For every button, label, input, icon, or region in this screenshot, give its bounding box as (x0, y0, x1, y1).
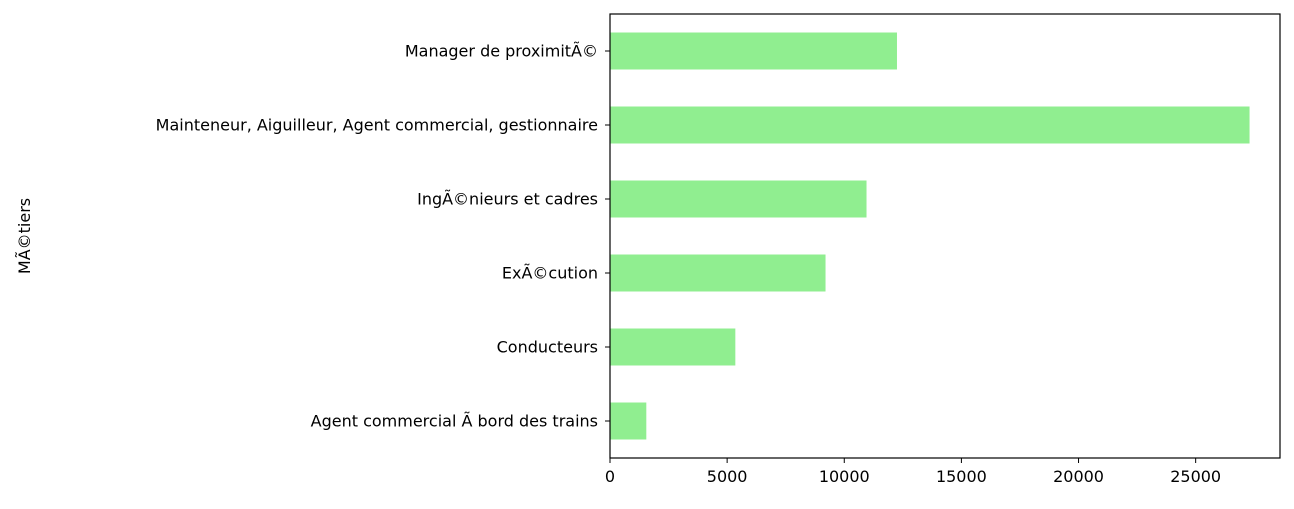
y-tick-label: Manager de proximitÃ© (405, 42, 598, 61)
bar (610, 106, 1250, 144)
y-axis-label: MÃ©tiers (15, 198, 34, 274)
y-tick-label: IngÃ©nieurs et cadres (417, 190, 598, 209)
bar (610, 328, 736, 366)
bar (610, 180, 867, 218)
x-tick-label: 15000 (936, 467, 987, 486)
x-tick-label: 20000 (1053, 467, 1104, 486)
bar (610, 402, 647, 440)
bar (610, 32, 897, 70)
x-tick-label: 10000 (819, 467, 870, 486)
x-axis-ticks: 0 5000 10000 15000 20000 25000 (605, 458, 1221, 486)
bars-group (610, 32, 1250, 440)
y-tick-label: ExÃ©cution (502, 264, 598, 283)
y-tick-label: Conducteurs (497, 338, 598, 357)
bar (610, 254, 826, 292)
x-tick-label: 0 (605, 467, 615, 486)
x-tick-label: 25000 (1170, 467, 1221, 486)
y-tick-label: Agent commercial Ã bord des trains (311, 412, 598, 431)
y-tick-label: Mainteneur, Aiguilleur, Agent commercial… (156, 116, 598, 135)
y-axis-ticks: Agent commercial Ã bord des trains Conduc… (156, 42, 610, 431)
x-tick-label: 5000 (707, 467, 748, 486)
plot-frame (609, 13, 1281, 459)
